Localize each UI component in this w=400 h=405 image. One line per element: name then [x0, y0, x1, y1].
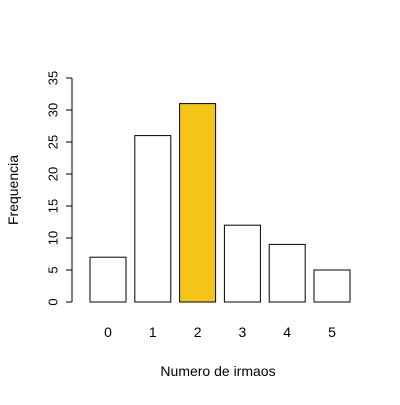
x-tick-label: 2 — [194, 324, 202, 340]
x-tick-label: 5 — [328, 324, 336, 340]
bar-3 — [224, 225, 260, 302]
x-tick-label: 3 — [239, 324, 247, 340]
bar-5 — [314, 270, 350, 302]
x-axis-title: Numero de irmaos — [160, 363, 275, 379]
bar-0 — [90, 257, 126, 302]
x-tick-label: 1 — [149, 324, 157, 340]
y-tick-label: 35 — [45, 71, 60, 85]
y-tick-label: 0 — [45, 298, 60, 305]
y-tick-label: 15 — [45, 199, 60, 213]
x-tick-label: 0 — [104, 324, 112, 340]
y-tick-label: 30 — [45, 103, 60, 117]
y-tick-label: 5 — [45, 266, 60, 273]
bar-1 — [135, 136, 171, 302]
x-tick-label: 4 — [283, 324, 291, 340]
y-axis-title: Frequencia — [5, 155, 21, 225]
bar-2 — [180, 104, 216, 302]
bar-4 — [269, 244, 305, 302]
y-tick-label: 25 — [45, 135, 60, 149]
y-tick-label: 10 — [45, 231, 60, 245]
y-tick-label: 20 — [45, 167, 60, 181]
